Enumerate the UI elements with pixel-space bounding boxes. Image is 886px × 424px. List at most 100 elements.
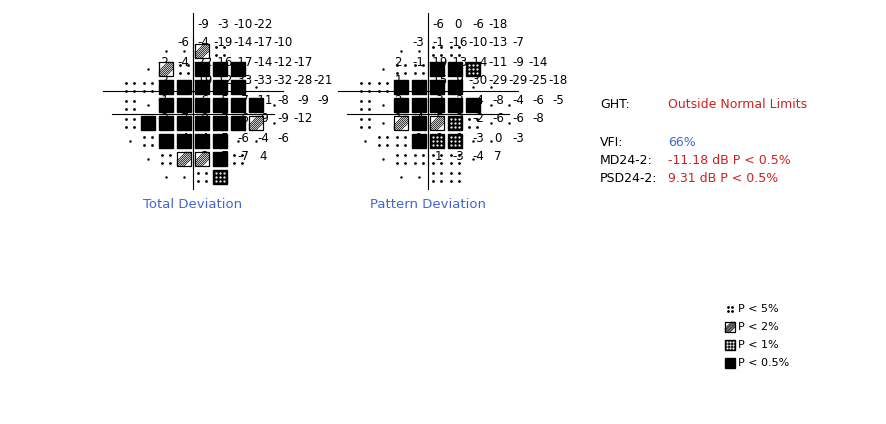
Text: -9: -9	[197, 17, 209, 31]
Text: -5: -5	[551, 94, 563, 106]
Text: 66%: 66%	[667, 136, 695, 148]
Text: -10: -10	[468, 36, 487, 50]
Text: -15: -15	[428, 75, 447, 87]
Text: -5: -5	[431, 112, 443, 126]
Bar	[447, 80, 462, 94]
Text: -6: -6	[532, 94, 543, 106]
Text: -6: -6	[237, 131, 249, 145]
Bar	[430, 80, 444, 94]
Text: 0: 0	[414, 131, 421, 145]
Bar	[249, 116, 263, 130]
Bar	[430, 116, 444, 130]
Text: -3: -3	[511, 131, 524, 145]
Text: -9: -9	[257, 112, 268, 126]
Text: -12: -12	[273, 56, 292, 69]
Text: Outside Normal Limits: Outside Normal Limits	[667, 98, 806, 111]
Bar	[213, 116, 227, 130]
Bar	[465, 62, 479, 76]
Bar	[177, 134, 190, 148]
Bar	[177, 116, 190, 130]
Text: PSD24-2:: PSD24-2:	[599, 171, 657, 184]
Text: -14: -14	[528, 56, 547, 69]
Text: -2: -2	[157, 112, 168, 126]
Text: -6: -6	[197, 94, 209, 106]
Bar	[430, 62, 444, 76]
Text: -16: -16	[447, 36, 467, 50]
Bar	[213, 152, 227, 166]
Text: -2: -2	[197, 151, 209, 164]
Text: GHT:: GHT:	[599, 98, 629, 111]
Text: -1: -1	[452, 131, 463, 145]
Text: -3: -3	[471, 131, 484, 145]
Text: Pattern Deviation: Pattern Deviation	[369, 198, 486, 210]
Bar	[159, 116, 173, 130]
Text: -6: -6	[471, 17, 484, 31]
Text: Total Deviation: Total Deviation	[144, 198, 242, 210]
Bar	[430, 116, 444, 130]
Bar	[213, 62, 227, 76]
Text: -33: -33	[253, 75, 272, 87]
Text: -17: -17	[253, 36, 272, 50]
Bar	[249, 98, 263, 112]
Text: -7: -7	[237, 151, 249, 164]
Text: -6: -6	[431, 17, 443, 31]
Text: 9.31 dB P < 0.5%: 9.31 dB P < 0.5%	[667, 171, 777, 184]
Bar	[447, 62, 462, 76]
Bar	[177, 80, 190, 94]
Text: -7: -7	[177, 112, 189, 126]
Text: -1: -1	[431, 36, 443, 50]
Bar	[177, 152, 190, 166]
Text: -9: -9	[511, 56, 524, 69]
Bar	[195, 62, 209, 76]
Text: P < 5%: P < 5%	[737, 304, 778, 314]
Bar	[465, 98, 479, 112]
Text: -4: -4	[471, 94, 484, 106]
Text: -4: -4	[257, 131, 268, 145]
Text: -7: -7	[217, 112, 229, 126]
Text: -14: -14	[253, 56, 272, 69]
Text: -33: -33	[233, 75, 253, 87]
Bar	[724, 322, 734, 332]
Text: VFI:: VFI:	[599, 136, 623, 148]
Bar	[213, 134, 227, 148]
Text: -7: -7	[237, 94, 249, 106]
Bar	[195, 98, 209, 112]
Bar	[447, 134, 462, 148]
Text: -18: -18	[548, 75, 567, 87]
Text: -9: -9	[197, 112, 209, 126]
Bar	[230, 80, 245, 94]
Text: -8: -8	[276, 94, 289, 106]
Text: -6: -6	[237, 112, 249, 126]
Text: -14: -14	[468, 56, 487, 69]
Text: -4: -4	[412, 112, 424, 126]
Text: -6: -6	[511, 112, 524, 126]
Bar	[724, 358, 734, 368]
Text: -4: -4	[197, 131, 209, 145]
Text: 4: 4	[259, 151, 267, 164]
Bar	[213, 80, 227, 94]
Bar	[195, 152, 209, 166]
Text: 2: 2	[393, 94, 401, 106]
Bar	[411, 80, 425, 94]
Text: -9: -9	[452, 75, 463, 87]
Text: -13: -13	[488, 36, 507, 50]
Bar	[393, 98, 408, 112]
Text: -28: -28	[293, 75, 312, 87]
Text: -2: -2	[471, 112, 484, 126]
Bar	[159, 134, 173, 148]
Bar	[195, 152, 209, 166]
Text: -17: -17	[293, 56, 313, 69]
Text: P < 0.5%: P < 0.5%	[737, 358, 789, 368]
Bar	[177, 152, 190, 166]
Text: -22: -22	[253, 17, 272, 31]
Text: -9: -9	[316, 94, 329, 106]
Bar	[230, 98, 245, 112]
Text: -19: -19	[193, 75, 213, 87]
Text: -11: -11	[488, 56, 507, 69]
Text: 1: 1	[393, 75, 401, 87]
Text: -1: -1	[412, 56, 424, 69]
Text: 0: 0	[494, 131, 501, 145]
Text: -6: -6	[276, 131, 289, 145]
Text: 2: 2	[393, 56, 401, 69]
Text: P < 1%: P < 1%	[737, 340, 778, 350]
